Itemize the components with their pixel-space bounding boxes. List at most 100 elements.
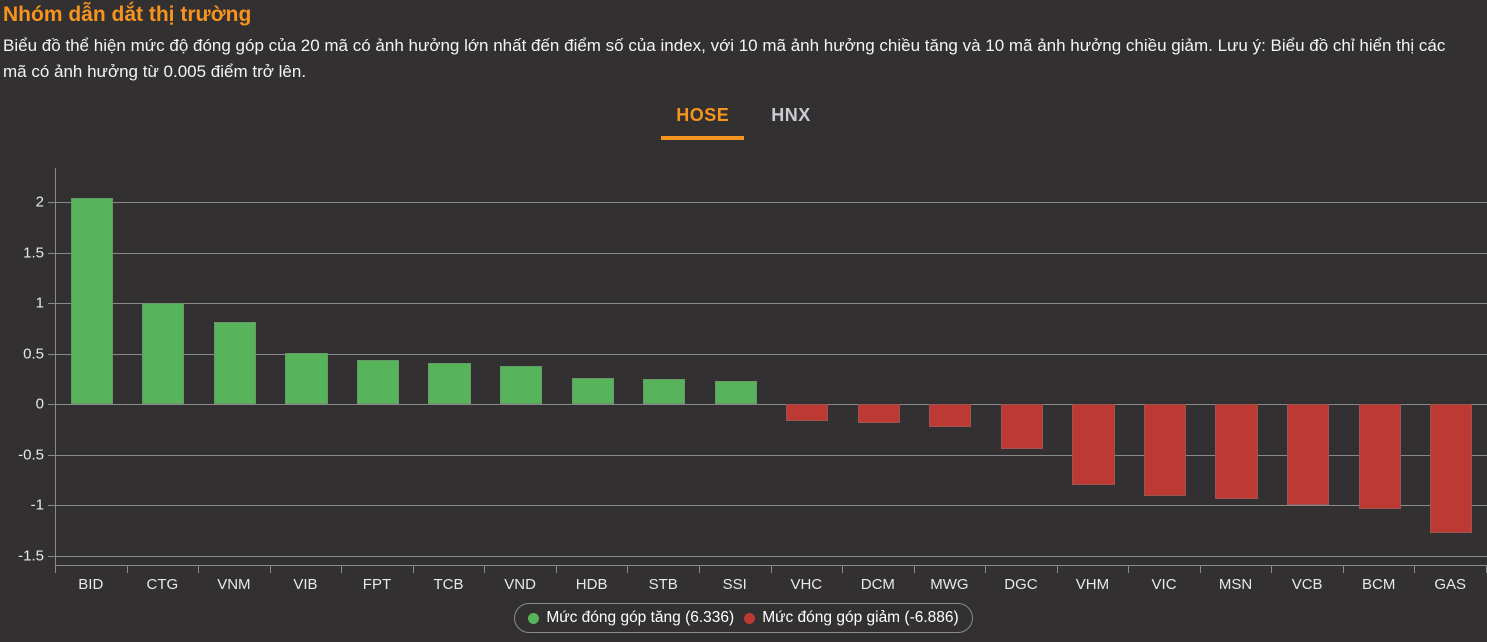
bar-ssi[interactable] (714, 381, 757, 405)
x-tick (412, 566, 414, 573)
x-tick (770, 566, 772, 573)
bar-msn[interactable] (1215, 404, 1258, 500)
legend-label-negative: Mức đóng góp giảm (-6.886) (762, 609, 959, 626)
plot-area (55, 168, 1487, 566)
bar-gas[interactable] (1430, 404, 1473, 533)
gridline (56, 202, 1487, 204)
gridline (56, 353, 1487, 355)
x-axis-label-vhc: VHC (790, 576, 823, 593)
x-axis-label-msn: MSN (1218, 576, 1253, 593)
chart-description: Biểu đồ thể hiện mức độ đóng góp của 20 … (3, 36, 1446, 81)
bar-bid[interactable] (70, 198, 113, 405)
x-axis-label-hdb: HDB (575, 576, 608, 593)
x-tick (913, 566, 915, 573)
x-axis-label-stb: STB (648, 576, 678, 593)
x-tick (842, 566, 844, 573)
y-axis-labels: 2 1.5 1 0.5 0 -0.5 -1 -1.5 (0, 168, 44, 565)
bar-stb[interactable] (643, 379, 686, 405)
y-tick (48, 454, 55, 456)
x-axis-label-bcm: BCM (1361, 576, 1396, 593)
x-tick (1271, 566, 1273, 573)
bar-fpt[interactable] (356, 359, 400, 405)
y-axis-label: -0.5 (18, 446, 44, 464)
bar-vhc[interactable] (786, 404, 829, 421)
bar-vnm[interactable] (213, 321, 256, 405)
chart-legend: Mức đóng góp tăng (6.336) Mức đóng góp gi… (514, 603, 973, 633)
gridline (56, 404, 1487, 406)
y-tick (48, 303, 55, 305)
x-tick (555, 566, 557, 573)
bar-vhm[interactable] (1072, 404, 1115, 486)
x-axis-label-vib: VIB (293, 576, 318, 593)
y-axis-label: 2 (35, 193, 44, 211)
gridline (56, 303, 1487, 305)
x-tick (1342, 566, 1344, 573)
x-axis-label-mwg: MWG (930, 576, 969, 593)
x-axis-label-bid: BID (78, 576, 104, 593)
x-axis-label-vcb: VCB (1291, 576, 1323, 593)
x-tick (126, 566, 128, 573)
x-axis-label-dcm: DCM (860, 576, 895, 593)
x-axis-label-tcb: TCB (433, 576, 464, 593)
x-axis-label-vic: VIC (1151, 576, 1177, 593)
y-axis-label: 1.5 (23, 244, 44, 262)
y-tick (48, 353, 55, 355)
bar-mwg[interactable] (929, 404, 972, 427)
y-tick (48, 252, 55, 254)
x-tick (1056, 566, 1058, 573)
x-axis-label-vnd: VND (504, 576, 536, 593)
x-tick (269, 566, 271, 573)
x-tick (698, 566, 700, 573)
legend-row: Mức đóng góp tăng (6.336) Mức đóng góp gi… (0, 603, 1487, 633)
gridline (56, 252, 1487, 254)
x-axis-label-ctg: CTG (146, 576, 179, 593)
bar-vcb[interactable] (1287, 404, 1330, 506)
legend-dot-negative-icon (744, 612, 756, 624)
x-axis-label-vnm: VNM (217, 576, 251, 593)
y-axis-ticks (48, 168, 55, 565)
bar-vib[interactable] (285, 352, 328, 405)
x-tick (1414, 566, 1416, 573)
bar-dcm[interactable] (857, 404, 900, 423)
x-axis-label-ssi: SSI (722, 576, 747, 593)
bar-hdb[interactable] (571, 378, 614, 405)
tab-hose[interactable]: HOSE (661, 101, 745, 140)
y-tick (48, 202, 55, 204)
x-tick (341, 566, 343, 573)
page-title: Nhóm dẫn dắt thị trường (3, 3, 252, 26)
bar-dgc[interactable] (1000, 404, 1044, 449)
x-axis-label-vhm: VHM (1075, 576, 1110, 593)
x-tick (484, 566, 486, 573)
bar-vic[interactable] (1143, 404, 1187, 497)
y-tick (48, 404, 55, 406)
x-tick (985, 566, 987, 573)
legend-dot-positive-icon (528, 612, 540, 624)
x-tick (198, 566, 200, 573)
x-axis-labels: BID CTG VNM VIB FPT TCB VND HDB STB SSI VHC DCM MWG D… (55, 576, 1486, 596)
x-tick (627, 566, 629, 573)
gridline (56, 454, 1487, 456)
legend-item-positive[interactable]: Mức đóng góp tăng (6.336) (528, 609, 734, 627)
y-axis-label: 0 (35, 395, 44, 413)
x-tick (1199, 566, 1201, 573)
y-axis-label: -1 (30, 496, 44, 514)
legend-label-positive: Mức đóng góp tăng (6.336) (546, 609, 735, 626)
bar-ctg[interactable] (142, 303, 185, 405)
y-axis-label: 0.5 (23, 345, 44, 363)
x-axis-ticks (55, 566, 1487, 573)
y-tick (48, 555, 55, 557)
bar-bcm[interactable] (1358, 404, 1401, 510)
x-tick (55, 566, 56, 573)
tab-hnx[interactable]: HNX (771, 105, 811, 125)
bar-vnd[interactable] (499, 365, 543, 405)
y-tick (48, 505, 55, 507)
bar-tcb[interactable] (428, 362, 471, 405)
x-axis-label-fpt: FPT (362, 576, 392, 593)
x-axis-label-dgc: DGC (1004, 576, 1038, 593)
y-axis-label: 1 (35, 294, 44, 312)
x-axis-label-gas: GAS (1434, 576, 1467, 593)
exchange-tabs: HOSE HNX (0, 101, 1487, 140)
y-axis-label: -1.5 (18, 547, 44, 565)
legend-item-negative[interactable]: Mức đóng góp giảm (-6.886) (744, 609, 959, 627)
